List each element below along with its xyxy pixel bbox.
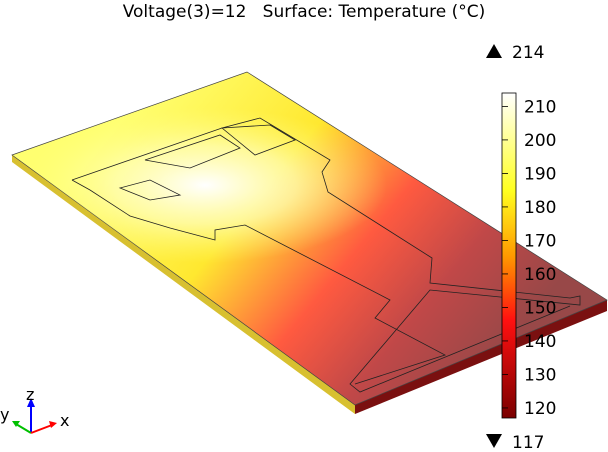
- colorbar-tick-label: 130: [524, 365, 556, 385]
- colorbar-gradient: [501, 92, 517, 419]
- axes-triad: z y x: [0, 385, 69, 434]
- colorbar: 120 130 140 150 160 170 180 190 200 210 214 117: [486, 43, 556, 452]
- hot-region: [12, 72, 607, 405]
- min-label: 117: [512, 433, 544, 452]
- colorbar-tick-label: 170: [524, 231, 556, 251]
- colorbar-tick-label: 120: [524, 399, 556, 419]
- colorbar-tick-label: 210: [524, 97, 556, 117]
- plot-title: Voltage(3)=12 Surface: Temperature (°C): [123, 2, 486, 22]
- min-triangle-icon: [486, 434, 502, 448]
- heater-trace-outline: [71, 117, 581, 393]
- z-arrow-head: [27, 398, 35, 407]
- x-arrow-head: [49, 421, 57, 428]
- colorbar-tick-label: 150: [524, 298, 556, 318]
- max-triangle-icon: [486, 44, 502, 58]
- max-label: 214: [512, 43, 544, 63]
- y-axis-arrow: [15, 423, 32, 434]
- colorbar-tick-label: 190: [524, 164, 556, 184]
- plate-front-edge: [12, 155, 355, 414]
- colorbar-tick-label: 140: [524, 332, 556, 352]
- colorbar-tick-label: 180: [524, 198, 556, 218]
- x-axis-label: x: [60, 411, 69, 430]
- z-axis-label: z: [26, 385, 34, 404]
- colorbar-tick-label: 160: [524, 265, 556, 285]
- y-arrow-head: [12, 421, 20, 427]
- y-axis-label: y: [0, 405, 9, 424]
- colorbar-tick-label: 200: [524, 131, 556, 151]
- plate-right-edge: [355, 300, 607, 414]
- x-axis-arrow: [30, 424, 53, 434]
- surface-plate: [11, 71, 608, 414]
